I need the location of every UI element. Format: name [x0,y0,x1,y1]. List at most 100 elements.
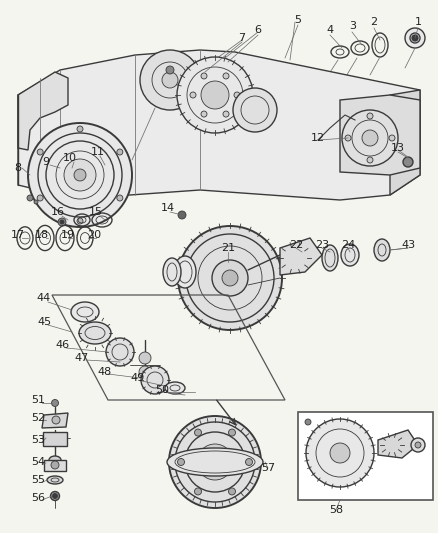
Circle shape [306,419,374,487]
Text: 7: 7 [238,33,246,43]
Bar [44,460,66,471]
Text: 5: 5 [294,15,301,25]
Text: 11: 11 [91,147,105,157]
Text: 14: 14 [161,203,175,213]
Circle shape [229,488,236,495]
Circle shape [52,400,59,407]
Circle shape [197,444,233,480]
Text: 9: 9 [42,157,49,167]
Text: 47: 47 [75,353,89,363]
Polygon shape [340,95,420,175]
Circle shape [52,416,60,424]
Text: 12: 12 [311,133,325,143]
Circle shape [367,157,373,163]
Circle shape [234,92,240,98]
Circle shape [330,443,350,463]
Ellipse shape [163,258,181,286]
Polygon shape [280,238,322,275]
Circle shape [197,70,203,76]
Text: 2: 2 [371,17,378,27]
Ellipse shape [341,244,359,266]
Text: 43: 43 [401,240,415,250]
Ellipse shape [47,476,63,484]
Text: 44: 44 [37,293,51,303]
Text: 3: 3 [350,21,357,31]
Polygon shape [390,90,420,195]
Circle shape [50,491,60,500]
Text: 6: 6 [254,25,261,35]
Ellipse shape [71,302,99,322]
Text: 48: 48 [98,367,112,377]
Circle shape [194,488,201,495]
Circle shape [27,195,33,201]
Text: 46: 46 [55,340,69,350]
Text: 22: 22 [289,240,303,250]
Circle shape [162,72,178,88]
Circle shape [178,226,282,330]
Text: 45: 45 [37,317,51,327]
Circle shape [411,438,425,452]
Circle shape [60,220,64,224]
Bar [43,432,67,446]
Ellipse shape [165,382,185,394]
Circle shape [139,366,151,378]
Circle shape [178,211,186,219]
Circle shape [53,494,57,498]
Circle shape [207,454,223,470]
Circle shape [405,28,425,48]
Text: 13: 13 [391,143,405,153]
Circle shape [229,429,236,436]
Circle shape [166,66,174,74]
Circle shape [106,338,134,366]
Circle shape [403,157,413,167]
Circle shape [201,81,229,109]
Circle shape [345,135,351,141]
Circle shape [212,260,248,296]
Text: 56: 56 [31,493,45,503]
Circle shape [169,416,261,508]
Circle shape [367,113,373,119]
Circle shape [201,73,207,79]
Circle shape [389,135,395,141]
Ellipse shape [374,239,390,261]
Text: 16: 16 [51,207,65,217]
Circle shape [37,195,43,201]
Text: 24: 24 [341,240,355,250]
Ellipse shape [49,456,61,464]
Ellipse shape [79,322,111,344]
Circle shape [51,461,59,469]
Text: 54: 54 [31,457,45,467]
Circle shape [190,92,196,98]
Circle shape [74,169,86,181]
Circle shape [415,442,421,448]
Ellipse shape [174,256,196,288]
Text: 21: 21 [221,243,235,253]
Circle shape [34,200,38,204]
Text: 8: 8 [14,163,21,173]
Circle shape [194,429,201,436]
Text: 1: 1 [414,17,421,27]
Circle shape [77,218,83,224]
Circle shape [37,149,43,155]
Ellipse shape [322,245,338,271]
Text: 52: 52 [31,413,45,423]
Circle shape [139,352,151,364]
Text: 10: 10 [63,153,77,163]
Circle shape [58,218,66,226]
Circle shape [233,88,277,132]
Circle shape [342,110,398,166]
Circle shape [28,123,132,227]
Text: 20: 20 [87,230,101,240]
Circle shape [77,126,83,132]
Circle shape [412,35,418,41]
Circle shape [141,366,169,394]
Text: 53: 53 [31,435,45,445]
Circle shape [177,458,184,465]
Circle shape [201,111,207,117]
Text: 49: 49 [131,373,145,383]
Circle shape [222,270,238,286]
Polygon shape [42,413,68,428]
Text: 57: 57 [261,463,275,473]
Circle shape [177,57,253,133]
Circle shape [223,73,229,79]
